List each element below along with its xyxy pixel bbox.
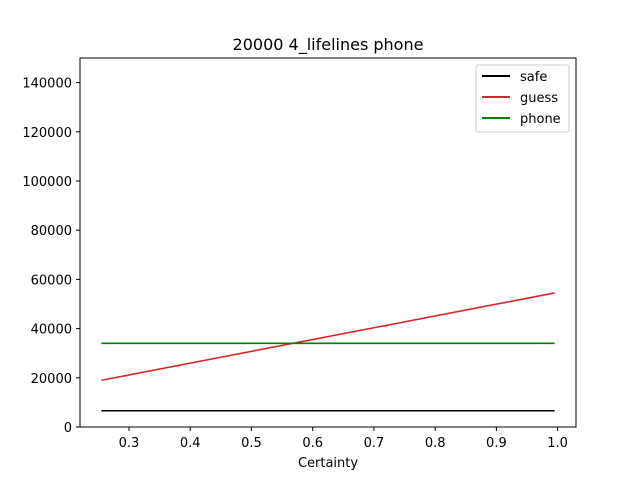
x-tick-label: 0.4 xyxy=(180,436,201,451)
x-tick-label: 0.8 xyxy=(425,436,446,451)
chart-title: 20000 4_lifelines phone xyxy=(233,35,424,55)
y-tick-label: 140000 xyxy=(22,77,72,92)
x-tick-label: 0.3 xyxy=(119,436,140,451)
x-tick-label: 0.5 xyxy=(241,436,262,451)
x-tick-label: 1.0 xyxy=(547,436,568,451)
plot-frame xyxy=(79,57,577,428)
series-layer xyxy=(101,292,555,412)
y-axis-ticks: 0 20000 40000 60000 80000 100000 120000 140000 xyxy=(22,77,80,436)
x-tick-label: 0.7 xyxy=(364,436,385,451)
y-tick-label: 20000 xyxy=(31,372,72,387)
y-tick-label: 40000 xyxy=(31,323,72,338)
x-tick-label: 0.9 xyxy=(486,436,507,451)
legend-label-phone: phone xyxy=(520,112,561,127)
y-tick-label: 80000 xyxy=(31,224,72,239)
y-tick-label: 120000 xyxy=(22,126,72,141)
legend-label-guess: guess xyxy=(520,91,558,106)
series-line-guess xyxy=(101,292,555,382)
x-axis-ticks: 0.3 0.4 0.5 0.6 0.7 0.8 0.9 1.0 xyxy=(119,427,568,451)
legend-label-safe: safe xyxy=(520,70,547,85)
x-tick-label: 0.6 xyxy=(302,436,323,451)
legend-entries: safe guess phone xyxy=(482,70,561,127)
y-tick-label: 100000 xyxy=(22,175,72,190)
legend: safe guess phone xyxy=(475,64,570,133)
y-tick-label: 0 xyxy=(64,421,72,436)
y-tick-label: 60000 xyxy=(31,273,72,288)
legend-box xyxy=(475,64,570,133)
x-axis-label: Certainty xyxy=(298,456,358,471)
